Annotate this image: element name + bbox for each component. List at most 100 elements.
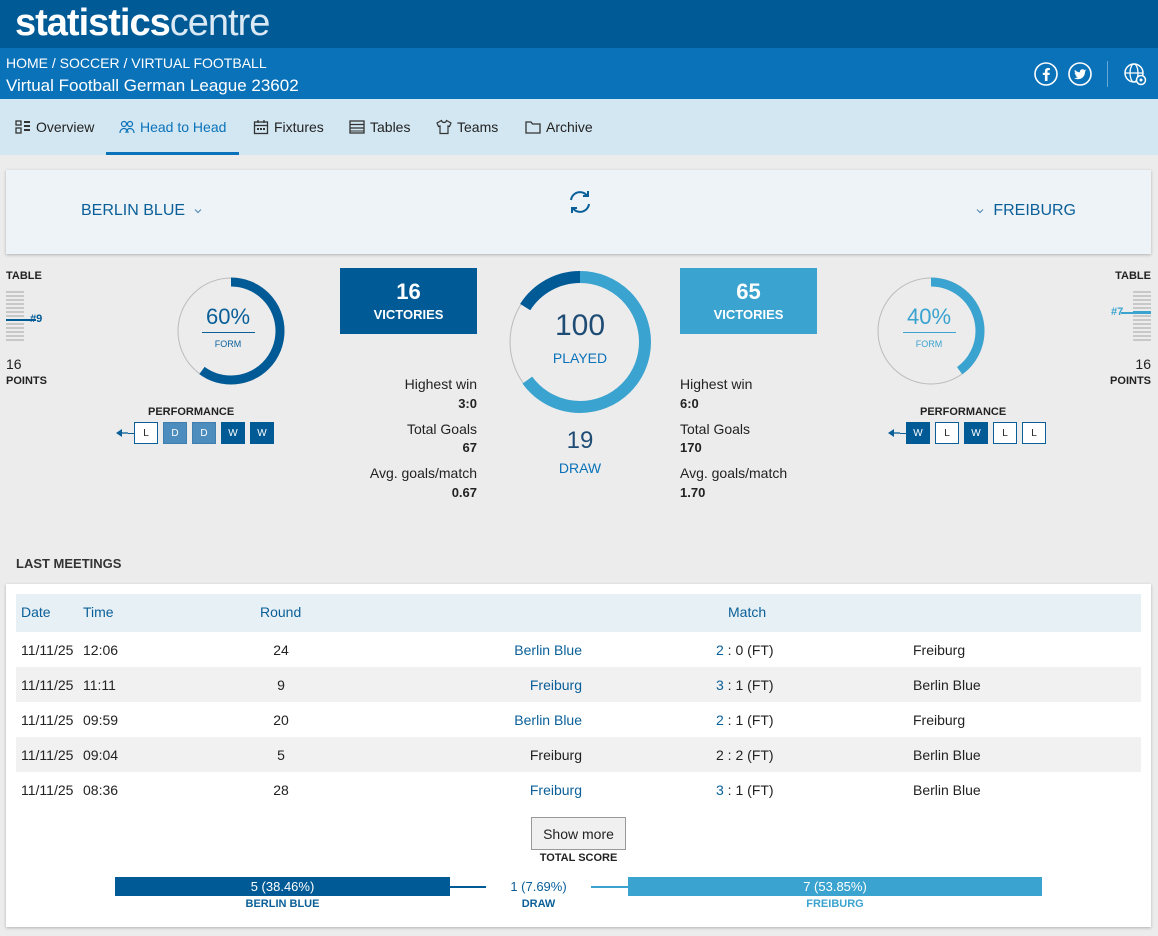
top-bar: statisticscentre — [0, 0, 1158, 48]
row-away-score: 2 — [735, 747, 744, 763]
home-highest-win-label: Highest win — [404, 376, 477, 392]
row-round: 9 — [277, 677, 285, 693]
home-performance-result: W — [250, 422, 274, 444]
played-donut — [509, 271, 651, 413]
home-share-arc — [509, 271, 651, 413]
tab-teams[interactable]: Teams — [436, 99, 498, 155]
row-home-team: Freiburg — [529, 677, 582, 693]
last-meetings-title: LAST MEETINGS — [16, 556, 122, 571]
tab-head-to-head[interactable]: Head to Head — [106, 99, 240, 155]
row-away-team: Berlin Blue — [913, 782, 981, 798]
table-header: Date Time Round Match — [16, 594, 1141, 632]
home-points-label: POINTS — [6, 375, 47, 387]
table-row[interactable]: 11/11/25 11:11 9 Freiburg 3 : 1 (FT) Berlin B… — [16, 667, 1141, 702]
home-team-dropdown[interactable]: BERLIN BLUE — [81, 202, 211, 220]
home-victories-label: VICTORIES — [373, 307, 444, 322]
calendar-icon — [253, 120, 269, 135]
away-performance-result: W — [906, 422, 930, 444]
head-to-head-icon — [119, 120, 135, 134]
row-date: 11/11/25 — [21, 677, 74, 693]
table-row[interactable]: 11/11/25 09:59 20 Berlin Blue 2 : 1 (FT) Frei… — [16, 702, 1141, 737]
row-time: 09:59 — [83, 712, 119, 728]
away-points-label: POINTS — [1110, 375, 1151, 387]
away-highest-win: 6:0 — [680, 396, 699, 411]
shirt-icon — [436, 119, 452, 135]
site-logo[interactable]: statisticscentre — [15, 2, 270, 44]
away-highest-win-label: Highest win — [680, 376, 753, 392]
row-time: 12:06 — [83, 642, 119, 658]
row-home-score: 2 — [716, 747, 724, 763]
swap-teams-icon[interactable] — [566, 188, 594, 216]
page-title: Virtual Football German League 23602 — [6, 76, 299, 95]
total-draw-text: 1 (7.69%) — [510, 879, 567, 894]
home-highest-win: 3:0 — [458, 396, 477, 411]
row-home-score: 2 — [716, 712, 724, 728]
row-home-score: 3 — [716, 677, 724, 693]
away-performance-label: PERFORMANCE — [920, 406, 1007, 418]
row-round: 5 — [277, 747, 285, 763]
chevron-down-icon — [976, 209, 984, 214]
globe-settings-icon[interactable] — [1122, 61, 1148, 87]
header-match: Match — [728, 604, 767, 620]
total-home-connector — [450, 886, 486, 888]
row-round: 20 — [273, 712, 289, 728]
home-avg-goals-label: Avg. goals/match — [369, 465, 477, 481]
away-form-donut — [877, 277, 985, 385]
away-victories: 65 — [736, 279, 761, 304]
row-time: 09:04 — [83, 747, 119, 763]
row-score: 2 : 2 (FT) — [716, 747, 774, 763]
twitter-icon[interactable] — [1067, 61, 1093, 87]
played-count: 100 — [554, 309, 606, 342]
away-victories-box: 65 VICTORIES — [680, 268, 817, 334]
home-victories: 16 — [396, 279, 421, 304]
table-row[interactable]: 11/11/25 08:36 28 Freiburg 3 : 1 (FT) Berlin … — [16, 772, 1141, 807]
away-performance-line — [900, 432, 906, 434]
row-home-score: 2 — [716, 642, 724, 658]
played-label: PLAYED — [552, 350, 608, 366]
total-home-bar: 5 (38.46%) — [115, 877, 450, 896]
away-performance-result: W — [964, 422, 988, 444]
away-form-label: FORM — [915, 339, 943, 349]
away-total-goals-label: Total Goals — [680, 421, 751, 437]
away-points: 16 — [1135, 356, 1151, 372]
chevron-down-icon — [194, 209, 202, 214]
row-score: 2 : 1 (FT) — [716, 712, 774, 728]
team-selector: BERLIN BLUE FREIBURG — [6, 170, 1151, 254]
table-row[interactable]: 11/11/25 09:04 5 Freiburg 2 : 2 (FT) Berlin B… — [16, 737, 1141, 772]
row-status: (FT) — [747, 712, 774, 728]
draw-count: 19 — [566, 427, 594, 454]
home-total-goals-label: Total Goals — [406, 421, 477, 437]
row-score: 3 : 1 (FT) — [716, 677, 774, 693]
row-away-team: Freiburg — [913, 712, 966, 728]
home-performance-label: PERFORMANCE — [148, 406, 235, 418]
row-status: (FT) — [747, 642, 774, 658]
home-form-arc — [177, 277, 285, 385]
home-performance-result: L — [134, 422, 158, 444]
away-table-pointer — [1121, 312, 1151, 314]
tab-fixtures[interactable]: Fixtures — [253, 99, 324, 155]
row-away-score: 1 — [735, 677, 744, 693]
row-home-score: 3 — [716, 782, 724, 798]
row-away-score: 1 — [735, 712, 744, 728]
show-more-button[interactable]: Show more — [531, 817, 626, 850]
tab-overview[interactable]: Overview — [15, 99, 94, 155]
tab-bar: Overview Head to Head Fixtures Tables Te… — [0, 99, 1158, 155]
row-round: 28 — [273, 782, 289, 798]
total-draw-label: DRAW — [521, 898, 556, 910]
home-performance-result: W — [221, 422, 245, 444]
row-score: 2 : 0 (FT) — [716, 642, 774, 658]
away-team-dropdown[interactable]: FREIBURG — [967, 202, 1076, 220]
tab-tables[interactable]: Tables — [349, 99, 410, 155]
overview-icon — [15, 120, 30, 134]
breadcrumb[interactable]: HOME / SOCCER / VIRTUAL FOOTBALL — [6, 55, 267, 71]
home-performance-result: D — [192, 422, 216, 444]
away-total-goals: 170 — [680, 440, 702, 455]
row-away-team: Berlin Blue — [913, 677, 981, 693]
total-score-label: TOTAL SCORE — [539, 852, 618, 864]
table-row[interactable]: 11/11/25 12:06 24 Berlin Blue 2 : 0 (FT) Frei… — [16, 632, 1141, 667]
facebook-icon[interactable] — [1033, 61, 1059, 87]
arrow-left-icon — [116, 429, 128, 437]
draw-label: DRAW — [558, 460, 602, 476]
tab-archive[interactable]: Archive — [525, 99, 593, 155]
